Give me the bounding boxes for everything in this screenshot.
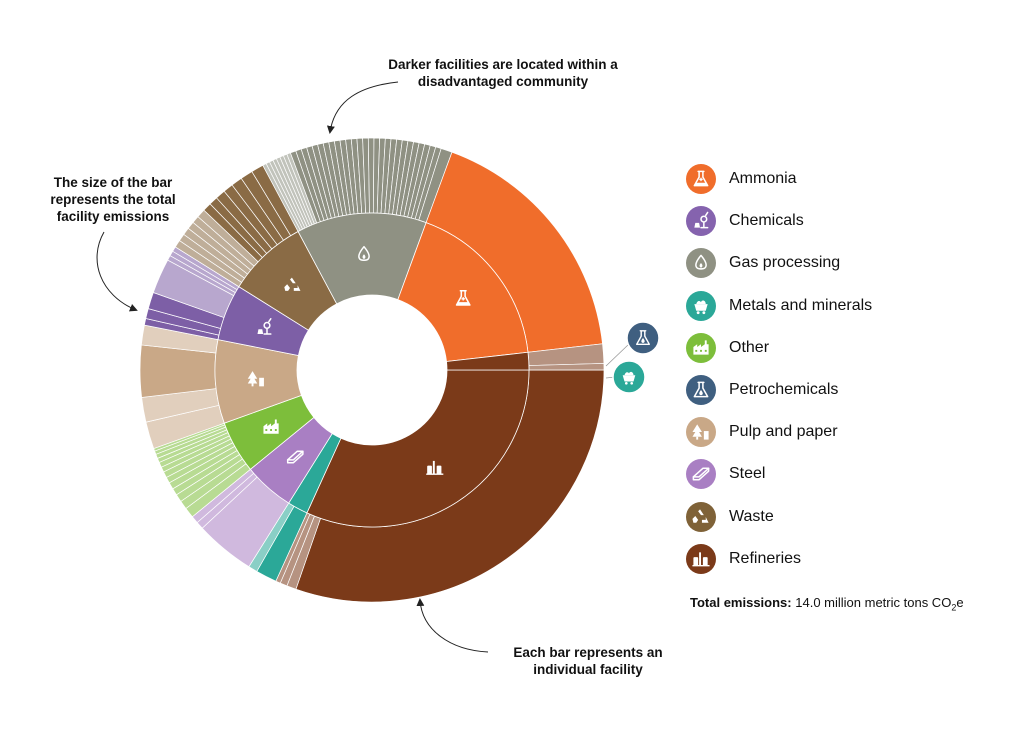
legend-label: Pulp and paper: [729, 423, 838, 441]
legend-label: Ammonia: [729, 170, 797, 188]
facility-bar: [139, 344, 217, 398]
steel-beam-icon: [286, 450, 304, 464]
legend-item-chemicals: Chemicals: [686, 200, 872, 242]
annotation-bottom: Each bar represents an individual facili…: [513, 645, 663, 677]
sector-ring: [214, 212, 530, 528]
sector-refineries: [446, 351, 530, 371]
annotation-left-arrow: [96, 231, 138, 312]
tree-paper-icon: [247, 371, 264, 387]
total-sub: 2: [951, 602, 957, 613]
legend-item-pulp-and-paper: Pulp and paper: [686, 411, 872, 453]
sector-refineries: [306, 369, 530, 528]
legend-item-refineries: Refineries: [686, 538, 872, 580]
annotation-top: Darker facilities are located within a d…: [388, 57, 618, 89]
refinery-tanks-icon: [686, 543, 716, 574]
legend-label: Metals and minerals: [729, 296, 873, 314]
legend-label: Petrochemicals: [729, 381, 839, 399]
factory-icon: [686, 332, 716, 363]
annotation-bottom-arrow: [416, 598, 489, 653]
marker-flask-drop-icon: [626, 321, 660, 355]
legend-label: Refineries: [729, 549, 802, 567]
recycle-icon: [284, 277, 301, 293]
legend-label: Other: [729, 338, 770, 356]
legend-label: Gas processing: [729, 254, 841, 272]
legend: Ammonia Chemicals Gas processing Metals and…: [686, 158, 872, 580]
flame-drop-icon: [686, 248, 716, 279]
marker-leader-line: [605, 343, 630, 367]
steel-beam-icon: [686, 459, 716, 490]
tree-paper-icon: [686, 417, 716, 448]
legend-item-waste: Waste: [686, 496, 872, 538]
legend-item-petrochemicals: Petrochemicals: [686, 369, 872, 411]
annotation-left: The size of the bar represents the total…: [50, 175, 176, 224]
legend-item-ammonia: Ammonia: [686, 158, 872, 200]
sector-icons: [247, 245, 471, 475]
flask-drop-icon: [686, 375, 716, 406]
marker-mine-cart-icon: [612, 360, 646, 394]
lab-apparatus-icon: [686, 206, 716, 237]
total-emissions: Total emissions: 14.0 million metric ton…: [690, 595, 964, 613]
legend-label: Waste: [729, 507, 774, 525]
total-suffix: e: [956, 595, 964, 610]
flask-plus-icon: [686, 164, 716, 195]
legend-item-steel: Steel: [686, 453, 872, 495]
legend-item-gas-processing: Gas processing: [686, 242, 872, 284]
recycle-icon: [686, 501, 716, 532]
total-value: 14.0 million metric tons CO: [795, 595, 952, 610]
annotation-top-arrow: [326, 81, 399, 134]
legend-item-metals-and-minerals: Metals and minerals: [686, 285, 872, 327]
flask-plus-icon: [455, 289, 471, 306]
facility-bars: [139, 137, 605, 603]
refinery-tanks-icon: [426, 460, 444, 475]
legend-item-other: Other: [686, 327, 872, 369]
total-label: Total emissions:: [690, 595, 792, 610]
legend-label: Chemicals: [729, 212, 804, 230]
sector-ammonia: [397, 222, 529, 362]
flame-drop-icon: [358, 245, 370, 261]
factory-icon: [263, 419, 279, 434]
legend-label: Steel: [729, 465, 766, 483]
mine-cart-icon: [686, 290, 716, 321]
lab-apparatus-icon: [257, 317, 272, 335]
